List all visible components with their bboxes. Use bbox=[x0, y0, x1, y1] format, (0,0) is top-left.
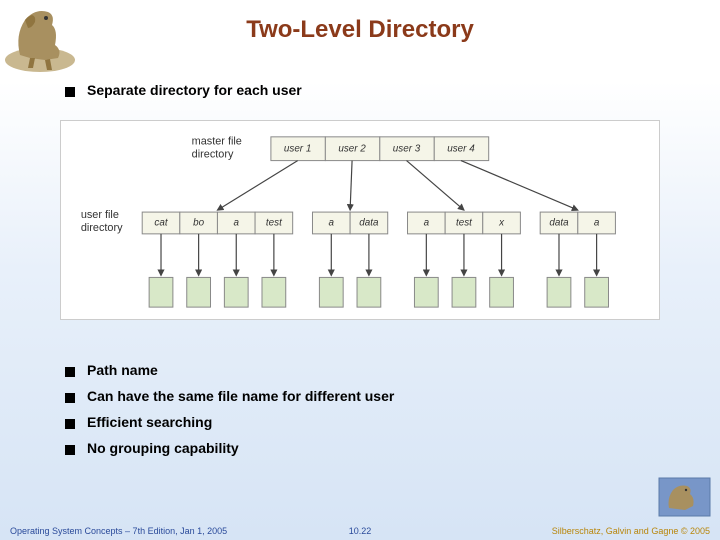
svg-text:bo: bo bbox=[193, 218, 204, 229]
bullet-intro: Separate directory for each user bbox=[65, 82, 302, 98]
two-level-directory-diagram: master file directory user 1 user 2 user… bbox=[60, 120, 660, 320]
svg-text:user 1: user 1 bbox=[284, 143, 311, 154]
svg-text:cat: cat bbox=[154, 218, 168, 229]
ufd-group-1: cat bo a test bbox=[142, 212, 292, 234]
slide-title: Two-Level Directory bbox=[0, 16, 720, 44]
mfd-label-1: master file bbox=[192, 136, 242, 148]
mfd-label-2: directory bbox=[192, 149, 234, 161]
slide-footer: Operating System Concepts – 7th Edition,… bbox=[0, 526, 720, 536]
svg-text:user 2: user 2 bbox=[338, 143, 366, 154]
bullet-efficient-searching: Efficient searching bbox=[65, 414, 394, 430]
ufd-group-2: a data bbox=[312, 212, 387, 234]
footer-right: Silberschatz, Galvin and Gagne © 2005 bbox=[552, 526, 710, 536]
bullet-path-name: Path name bbox=[65, 362, 394, 378]
svg-text:user 3: user 3 bbox=[393, 143, 421, 154]
footer-left: Operating System Concepts – 7th Edition,… bbox=[10, 526, 227, 536]
ufd-label-2: directory bbox=[81, 222, 123, 234]
svg-text:user 4: user 4 bbox=[447, 143, 475, 154]
ufd-group-3: a test x bbox=[408, 212, 521, 234]
svg-text:a: a bbox=[424, 218, 430, 229]
svg-text:a: a bbox=[329, 218, 335, 229]
file-row bbox=[149, 277, 608, 307]
ufd-group-4: data a bbox=[540, 212, 615, 234]
svg-text:a: a bbox=[233, 218, 239, 229]
bullet-no-grouping: No grouping capability bbox=[65, 440, 394, 456]
ufd-label-1: user file bbox=[81, 209, 119, 221]
svg-text:test: test bbox=[456, 218, 473, 229]
mfd-row: user 1 user 2 user 3 user 4 bbox=[271, 137, 489, 161]
footer-center: 10.22 bbox=[349, 526, 372, 536]
svg-text:data: data bbox=[549, 218, 569, 229]
bullets-list: Path name Can have the same file name fo… bbox=[65, 362, 394, 466]
svg-text:data: data bbox=[359, 218, 379, 229]
svg-text:a: a bbox=[594, 218, 600, 229]
bullet-same-filename: Can have the same file name for differen… bbox=[65, 388, 394, 404]
bullet-intro-text: Separate directory for each user bbox=[87, 82, 302, 98]
svg-text:test: test bbox=[266, 218, 283, 229]
dinosaur-logo-bottom bbox=[657, 476, 712, 518]
